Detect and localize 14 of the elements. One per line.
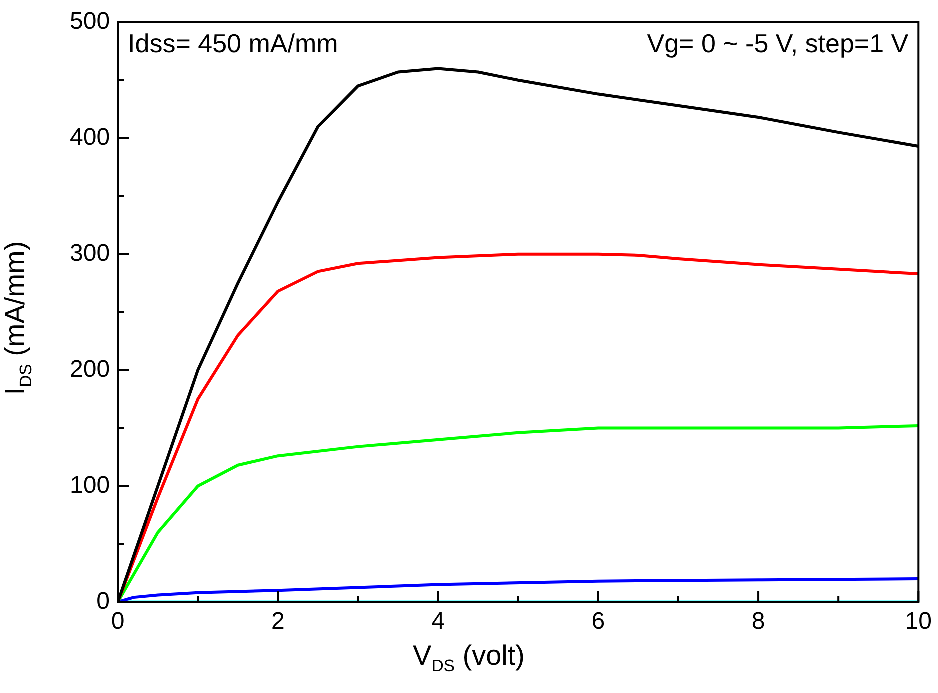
annotation: Idss= 450 mA/mm [128, 28, 338, 59]
x-axis-title: V$_{DS}$ (volt) [412, 640, 526, 677]
x-tick-label: 2 [271, 608, 285, 636]
annotation: Vg= 0 ~ -5 V, step=1 V [647, 28, 910, 59]
x-tick-label: 6 [592, 608, 606, 636]
x-tick-label: 8 [752, 608, 766, 636]
y-tick-label: 300 [70, 240, 110, 267]
y-tick-label: 0 [96, 588, 110, 615]
y-tick-label: 400 [70, 124, 110, 151]
y-tick-label: 200 [70, 356, 110, 383]
x-tick-label: 4 [432, 608, 445, 636]
y-tick-label: 500 [70, 8, 110, 36]
y-tick-label: 100 [70, 472, 110, 499]
x-tick-label: 10 [905, 608, 932, 636]
